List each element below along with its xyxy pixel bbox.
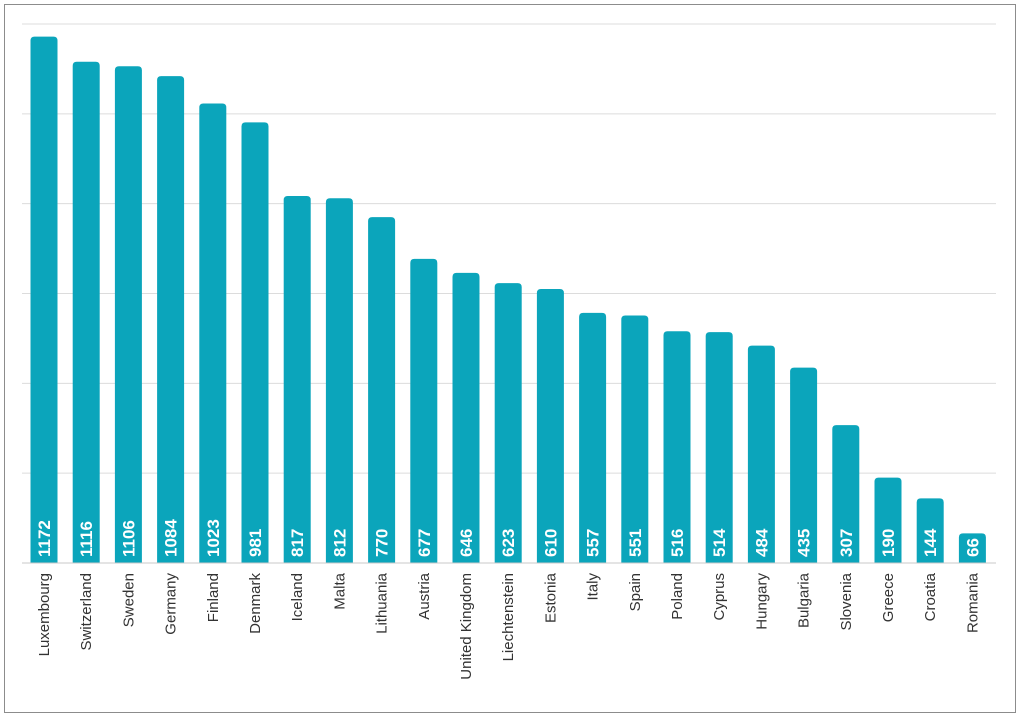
bar xyxy=(368,217,396,563)
category-label: Slovenia xyxy=(838,572,855,630)
bar xyxy=(325,198,353,563)
data-label: 981 xyxy=(246,529,265,557)
category-label: United Kingdom xyxy=(458,573,475,680)
bar xyxy=(72,61,100,563)
category-label: Sweden xyxy=(120,573,137,627)
category-labels: Luxembourg Switzerland Sweden Germany Finlan… xyxy=(36,572,981,679)
category-label: Switzerland xyxy=(78,573,95,651)
bar xyxy=(621,315,649,563)
bar xyxy=(790,367,818,563)
data-label: 770 xyxy=(373,529,392,557)
category-label: Hungary xyxy=(753,573,770,630)
category-label: Denmark xyxy=(247,573,264,634)
data-label: 1106 xyxy=(119,520,138,557)
category-label: Luxembourg xyxy=(36,573,53,656)
data-label: 484 xyxy=(752,528,771,557)
data-label: 1023 xyxy=(204,519,223,557)
data-label: 1172 xyxy=(35,520,54,557)
bar xyxy=(157,76,185,563)
data-label: 1116 xyxy=(77,521,96,557)
data-label: 190 xyxy=(879,529,898,557)
data-label: 144 xyxy=(921,528,940,557)
bar xyxy=(747,345,775,563)
category-label: Poland xyxy=(669,573,686,620)
data-label: 812 xyxy=(330,529,349,557)
category-label: Germany xyxy=(163,573,180,635)
bars xyxy=(30,36,986,564)
data-label: 307 xyxy=(837,529,856,557)
bar xyxy=(241,122,269,564)
category-label: Croatia xyxy=(922,572,939,621)
bar xyxy=(452,272,480,563)
category-label: Lithuania xyxy=(374,572,391,634)
bar xyxy=(114,66,142,563)
bar xyxy=(916,498,944,563)
bar xyxy=(536,289,564,563)
category-label: Bulgaria xyxy=(796,572,813,628)
bar xyxy=(579,312,607,563)
data-label: 514 xyxy=(710,528,729,557)
category-label: Italy xyxy=(585,573,602,601)
data-label: 516 xyxy=(668,529,687,557)
category-label: Greece xyxy=(880,573,897,622)
bar xyxy=(832,425,860,563)
data-label: 677 xyxy=(415,529,434,557)
data-label: 1084 xyxy=(162,519,181,557)
category-label: Romania xyxy=(964,572,981,633)
category-label: Spain xyxy=(627,573,644,611)
category-label: Cyprus xyxy=(711,573,728,621)
category-label: Iceland xyxy=(289,573,306,621)
bar xyxy=(663,331,691,563)
data-label: 557 xyxy=(584,529,603,557)
data-label: 817 xyxy=(288,529,307,557)
bar xyxy=(30,36,58,564)
bar xyxy=(958,533,986,563)
category-label: Finland xyxy=(205,573,222,622)
data-label: 551 xyxy=(626,529,645,557)
data-label: 646 xyxy=(457,529,476,557)
data-label: 66 xyxy=(963,538,982,557)
data-label: 623 xyxy=(499,529,518,557)
category-label: Estonia xyxy=(542,572,559,623)
bar xyxy=(199,103,227,563)
bar xyxy=(705,332,733,563)
category-label: Malta xyxy=(331,572,348,609)
value-labels: 1172 1116 1106 1084 1023 981 817 812 770 677 646 62… xyxy=(35,519,982,557)
bar xyxy=(410,258,438,563)
data-label: 435 xyxy=(795,529,814,557)
data-label: 610 xyxy=(541,529,560,557)
bar xyxy=(283,196,311,564)
category-label: Austria xyxy=(416,572,433,619)
bar xyxy=(494,283,522,563)
category-label: Liechtenstein xyxy=(500,573,517,661)
bar xyxy=(874,477,902,563)
